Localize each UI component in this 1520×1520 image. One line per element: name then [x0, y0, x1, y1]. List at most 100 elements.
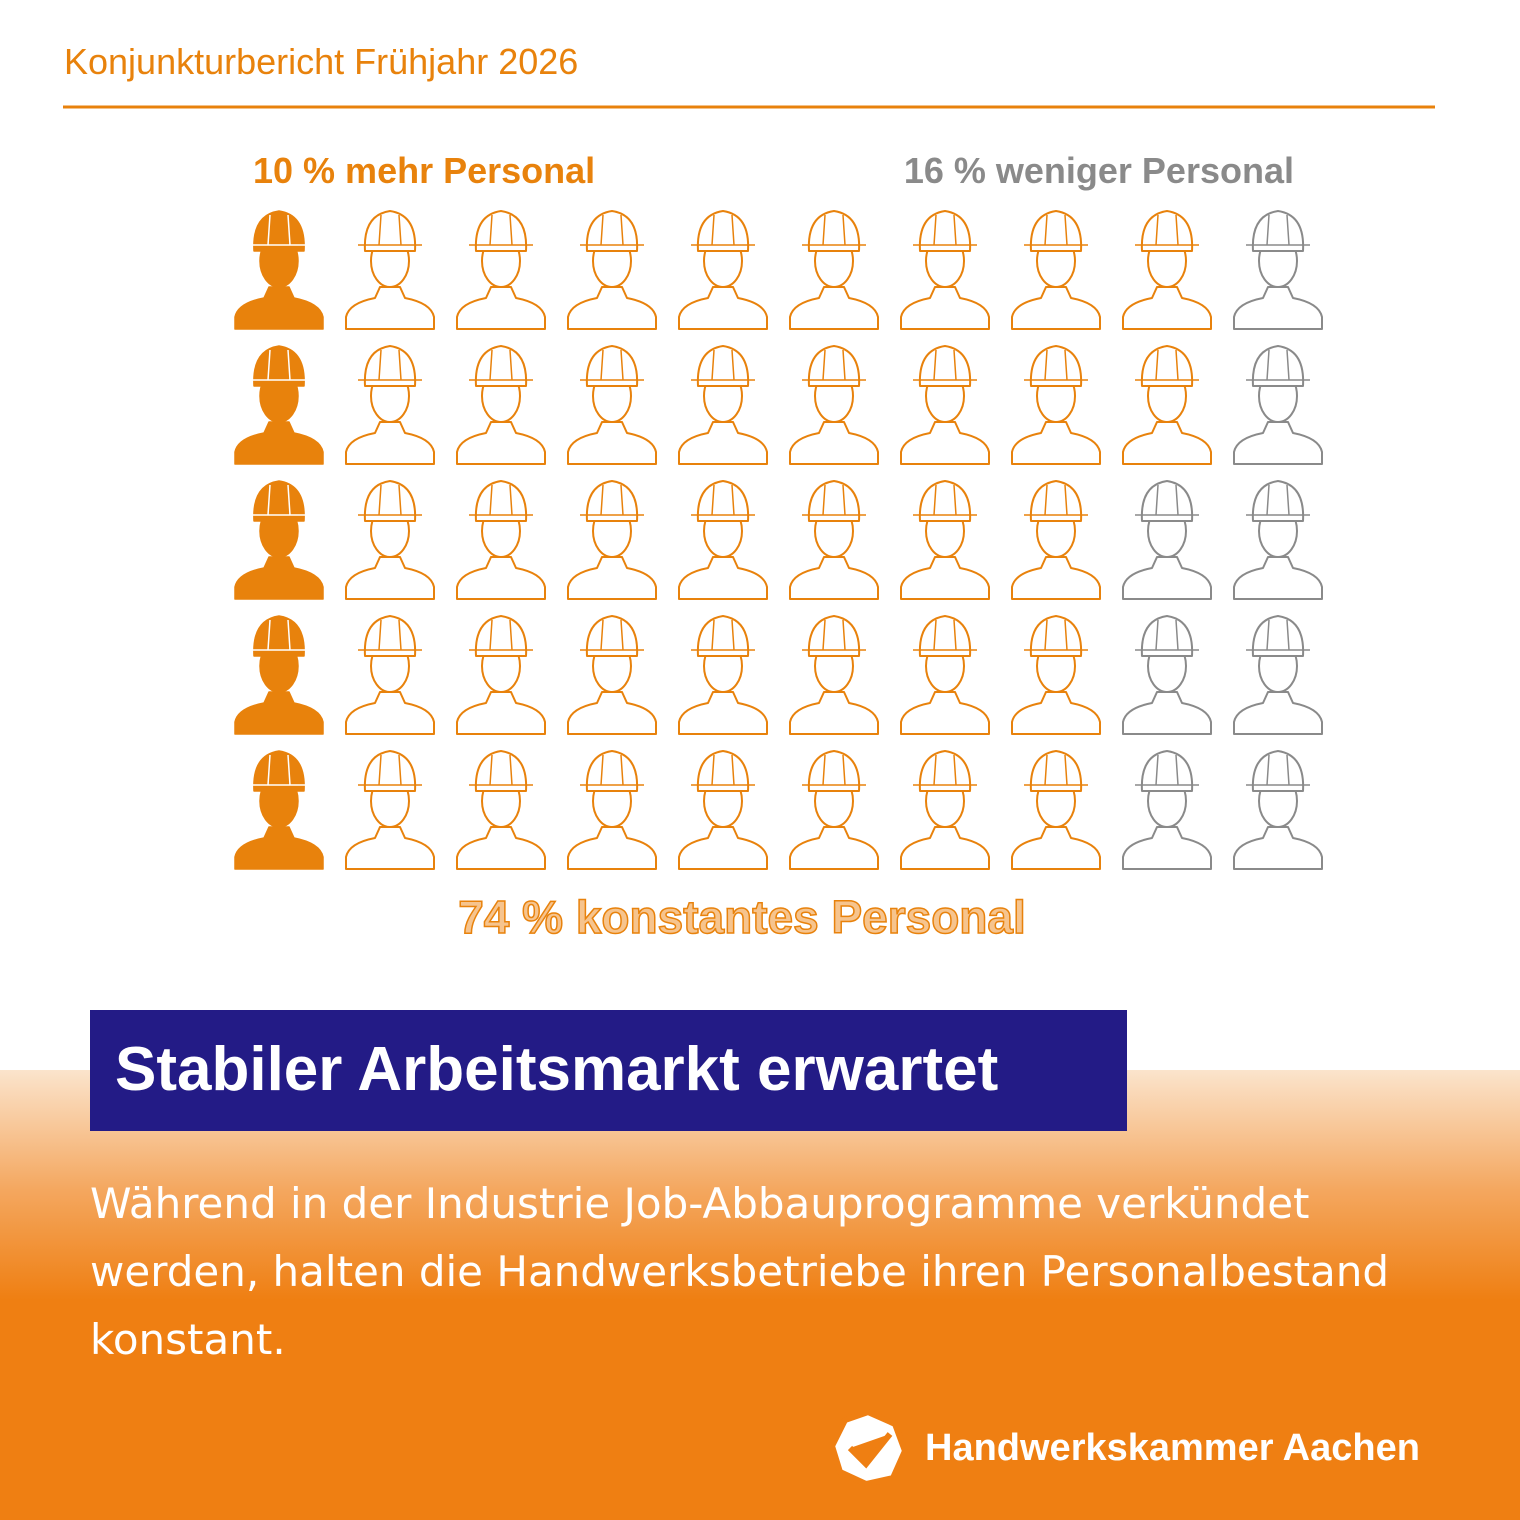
icon-helmet-ribs: [358, 619, 422, 651]
person-icon: [678, 750, 768, 870]
person-icon: [789, 615, 879, 735]
icon-body: [567, 286, 657, 330]
icon-helmet: [474, 480, 528, 522]
icon-helmet-ribs: [913, 214, 977, 246]
icon-helmet-ribs: [358, 214, 422, 246]
icon-helmet-ribs: [691, 619, 755, 651]
icon-helmet: [918, 210, 972, 252]
person-icon: [234, 345, 324, 465]
person-icon: [1011, 750, 1101, 870]
person-icon: [1233, 750, 1323, 870]
person-icon: [678, 480, 768, 600]
icon-helmet-ribs: [580, 214, 644, 246]
person-icon: [1122, 480, 1212, 600]
icon-body: [456, 421, 546, 465]
headline-box: [90, 1010, 1127, 1131]
icon-helmet-ribs: [247, 484, 311, 516]
person-icon: [1122, 750, 1212, 870]
icon-body: [1122, 826, 1212, 870]
icon-helmet-ribs: [802, 349, 866, 381]
icon-helmet-ribs: [469, 214, 533, 246]
person-icon: [567, 615, 657, 735]
icon-helmet: [363, 615, 417, 657]
icon-body: [1233, 286, 1323, 330]
person-icon: [1122, 615, 1212, 735]
icon-body: [1011, 286, 1101, 330]
person-icon: [789, 480, 879, 600]
icon-helmet-ribs: [1135, 754, 1199, 786]
icon-helmet: [1029, 615, 1083, 657]
header: Konjunkturbericht Frühjahr 2026: [64, 41, 578, 82]
icon-body: [234, 826, 324, 870]
icon-body: [789, 421, 879, 465]
person-icon: [345, 615, 435, 735]
icon-helmet-ribs: [691, 349, 755, 381]
icon-helmet: [918, 345, 972, 387]
icon-helmet-ribs: [802, 754, 866, 786]
icon-helmet: [807, 480, 861, 522]
icon-body: [567, 826, 657, 870]
icon-helmet: [1251, 480, 1305, 522]
icon-helmet: [585, 750, 639, 792]
person-icon: [1233, 480, 1323, 600]
icon-helmet-ribs: [1024, 349, 1088, 381]
icon-body: [678, 826, 768, 870]
icon-body: [567, 556, 657, 600]
icon-helmet: [696, 615, 750, 657]
logo-mark: [828, 1408, 909, 1488]
person-icon: [1233, 210, 1323, 330]
icon-body: [345, 556, 435, 600]
icon-helmet: [696, 345, 750, 387]
person-icon: [456, 750, 546, 870]
person-icon: [789, 210, 879, 330]
icon-body: [345, 826, 435, 870]
icon-body: [1011, 826, 1101, 870]
person-icon: [900, 750, 990, 870]
person-icon: [456, 345, 546, 465]
person-icon: [234, 750, 324, 870]
icon-helmet: [1140, 210, 1194, 252]
icon-helmet-ribs: [247, 214, 311, 246]
icon-helmet: [474, 750, 528, 792]
icon-helmet: [1251, 615, 1305, 657]
icon-helmet-ribs: [802, 214, 866, 246]
icon-helmet-ribs: [1246, 484, 1310, 516]
icon-helmet-ribs: [580, 484, 644, 516]
icon-helmet: [807, 750, 861, 792]
value-label: 10 % mehr Personal: [253, 150, 595, 191]
person-icon: [900, 210, 990, 330]
icon-helmet-ribs: [913, 619, 977, 651]
person-icon: [678, 345, 768, 465]
icon-helmet: [807, 210, 861, 252]
icon-helmet-ribs: [1246, 619, 1310, 651]
icon-helmet: [474, 615, 528, 657]
person-icon: [345, 210, 435, 330]
icon-helmet: [253, 210, 305, 252]
pictogram: [234, 210, 1323, 870]
icon-helmet-ribs: [247, 349, 311, 381]
icon-body: [234, 286, 324, 330]
icon-body: [234, 556, 324, 600]
icon-body: [789, 286, 879, 330]
icon-helmet: [253, 345, 305, 387]
icon-body: [1233, 826, 1323, 870]
icon-helmet-ribs: [913, 754, 977, 786]
icon-helmet: [696, 210, 750, 252]
icon-helmet-ribs: [469, 619, 533, 651]
icon-helmet: [1140, 615, 1194, 657]
person-icon: [1233, 345, 1323, 465]
icon-body: [678, 691, 768, 735]
icon-body: [1011, 421, 1101, 465]
person-icon: [1233, 615, 1323, 735]
icon-body: [1122, 556, 1212, 600]
icon-helmet: [1251, 210, 1305, 252]
person-icon: [678, 210, 768, 330]
icon-body: [1233, 421, 1323, 465]
person-icon: [1011, 345, 1101, 465]
icon-body: [234, 691, 324, 735]
icon-helmet-ribs: [913, 484, 977, 516]
icon-body: [1122, 421, 1212, 465]
icon-helmet-ribs: [802, 484, 866, 516]
icon-body: [345, 421, 435, 465]
